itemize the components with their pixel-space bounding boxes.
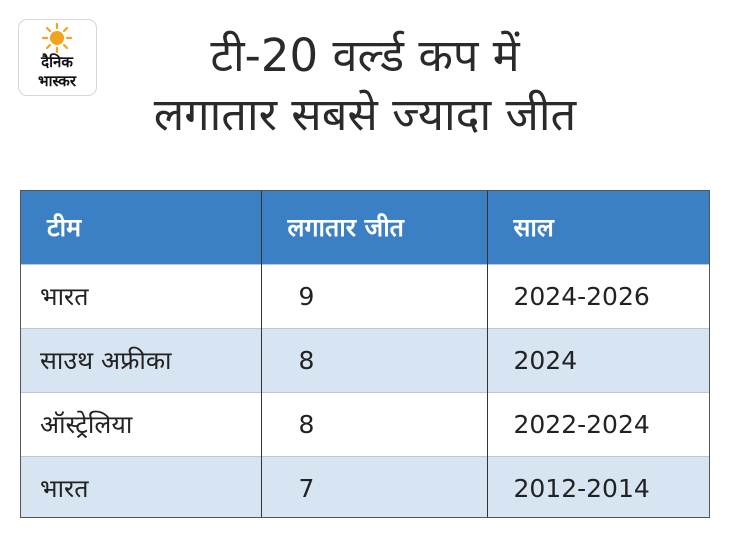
table-row: साउथ अफ्रीका 8 2024: [21, 327, 709, 392]
cell-year: 2024: [487, 327, 709, 392]
cell-team: ऑस्ट्रेलिया: [21, 391, 262, 456]
table-row: भारत 7 2012-2014: [21, 455, 709, 517]
table-header-row: टीम लगातार जीत साल: [21, 191, 709, 264]
title-line-1: टी-20 वर्ल्ड कप में: [210, 29, 520, 82]
table-row: ऑस्ट्रेलिया 8 2022-2024: [21, 391, 709, 456]
logo-line-1: दैनिक: [40, 53, 74, 71]
title-line-2: लगातार सबसे ज्यादा जीत: [153, 88, 577, 141]
dainik-bhaskar-logo: दैनिक भास्कर: [18, 19, 97, 96]
logo-line-2: भास्कर: [38, 72, 77, 90]
cell-wins: 8: [261, 391, 488, 456]
cell-wins: 8: [261, 327, 488, 392]
sun-icon: [41, 22, 73, 54]
cell-year: 2012-2014: [487, 455, 709, 517]
wins-table-container: टीम लगातार जीत साल भारत 9 2024-2026 साउथ…: [20, 190, 710, 518]
cell-year: 2024-2026: [487, 263, 709, 328]
cell-team: भारत: [21, 263, 262, 328]
cell-wins: 7: [261, 455, 488, 517]
wins-table: टीम लगातार जीत साल भारत 9 2024-2026 साउथ…: [21, 191, 709, 517]
table-row: भारत 9 2024-2026: [21, 263, 709, 328]
page-title: टी-20 वर्ल्ड कप में लगातार सबसे ज्यादा ज…: [105, 26, 625, 144]
cell-wins: 9: [261, 263, 488, 328]
header-consecutive-wins: लगातार जीत: [261, 191, 488, 264]
header-team: टीम: [21, 191, 262, 264]
header-year: साल: [487, 191, 709, 264]
cell-year: 2022-2024: [487, 391, 709, 456]
cell-team: साउथ अफ्रीका: [21, 327, 262, 392]
cell-team: भारत: [21, 455, 262, 517]
